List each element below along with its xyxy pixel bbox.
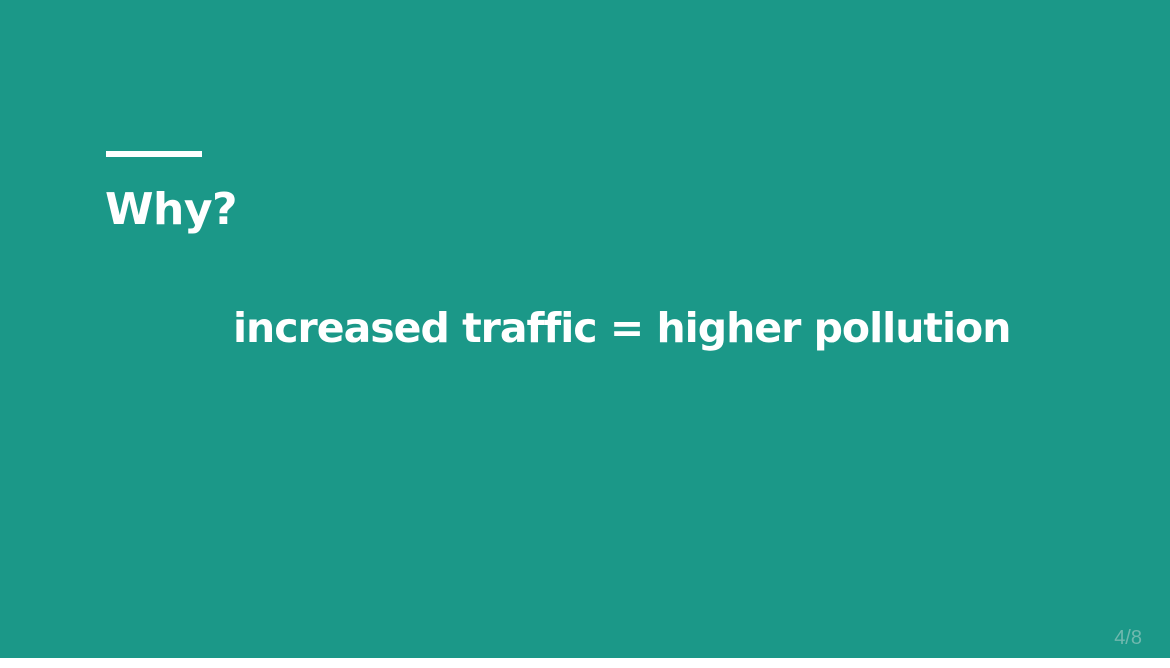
page-number: 4/8 — [1114, 627, 1142, 649]
title-accent-rule — [106, 151, 202, 157]
slide-title: Why? — [105, 184, 238, 235]
slide-body-text: increased traffic = higher pollution — [233, 304, 1011, 352]
